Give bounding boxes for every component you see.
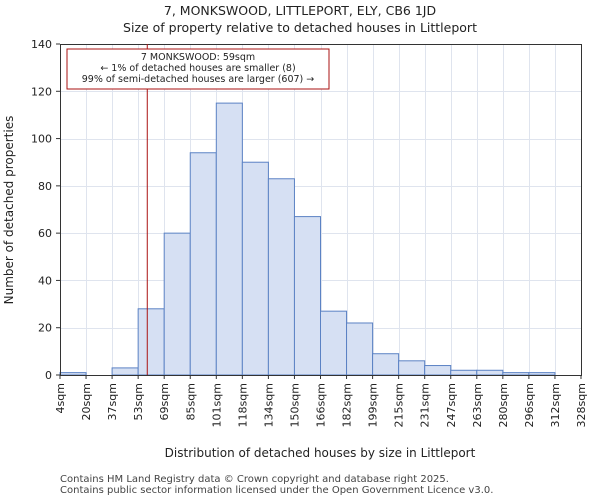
histogram-bar (502, 372, 530, 376)
histogram-bar (528, 372, 556, 376)
x-tick-label: 312sqm (549, 383, 562, 427)
histogram-bar (450, 369, 478, 376)
x-tick-label: 134sqm (262, 383, 275, 427)
y-tick-label: 0 (45, 369, 52, 382)
bars-group (59, 102, 556, 376)
x-tick-label: 231sqm (419, 383, 432, 427)
x-tick-label: 215sqm (393, 383, 406, 427)
x-tick-label: 85sqm (184, 383, 197, 420)
chart-title-line2: Size of property relative to detached ho… (123, 20, 477, 35)
histogram-bar (215, 102, 243, 376)
x-tick-label: 37sqm (106, 383, 119, 420)
x-tick-label: 280sqm (497, 383, 510, 427)
x-tick-label: 150sqm (288, 383, 301, 427)
x-axis-label: Distribution of detached houses by size … (165, 446, 476, 460)
x-tick-label: 182sqm (341, 383, 354, 427)
histogram-bar (111, 367, 139, 376)
histogram-bar (267, 178, 295, 376)
histogram-bar (398, 360, 426, 376)
histogram-bar (241, 161, 269, 376)
annotation-text-line: 99% of semi-detached houses are larger (… (82, 74, 315, 85)
histogram-bar (320, 310, 348, 376)
y-tick-label: 40 (38, 274, 52, 287)
x-tick-label: 101sqm (210, 383, 223, 427)
x-axis-ticks: 4sqm 20sqm 37sqm 53sqm 69sqm 85sqm 101sqm 118sq… (54, 375, 588, 427)
property-marker: 7 MONKSWOOD: 59sqm← 1% of detached house… (66, 44, 330, 375)
y-tick-label: 60 (38, 227, 52, 240)
x-tick-label: 296sqm (523, 383, 536, 427)
y-tick-label: 120 (31, 85, 52, 98)
histogram-bar (137, 308, 165, 376)
annotation-box (66, 48, 330, 90)
chart-title-line1: 7, MONKSWOOD, LITTLEPORT, ELY, CB6 1JD (164, 3, 436, 18)
x-tick-label: 20sqm (80, 383, 93, 420)
footer-line2: Contains public sector information licen… (60, 485, 494, 496)
y-tick-label: 80 (38, 180, 52, 193)
x-tick-label: 247sqm (445, 383, 458, 427)
y-tick-label: 20 (38, 322, 52, 335)
histogram-bar (189, 152, 217, 376)
x-tick-label: 328sqm (575, 383, 588, 427)
footer-line1: Contains HM Land Registry data © Crown c… (60, 474, 449, 485)
histogram-bar (59, 372, 87, 376)
histogram-bar (346, 322, 374, 376)
annotation-text-line: ← 1% of detached houses are smaller (8) (100, 63, 295, 74)
y-axis-ticks: 0 20 40 60 80 100 120 140 (31, 38, 60, 382)
x-tick-label: 199sqm (367, 383, 380, 427)
histogram-bar (424, 365, 452, 376)
histogram-bar (476, 369, 504, 376)
annotation-text-line: 7 MONKSWOOD: 59sqm (141, 52, 255, 63)
histogram-bar (293, 216, 322, 376)
histogram-bar (372, 353, 400, 376)
x-tick-label: 69sqm (158, 383, 171, 420)
y-tick-label: 100 (31, 133, 52, 146)
y-axis-label: Number of detached properties (2, 116, 16, 305)
x-tick-label: 118sqm (236, 383, 249, 427)
histogram-bar (163, 232, 191, 376)
x-tick-label: 53sqm (132, 383, 145, 420)
y-tick-label: 140 (31, 38, 52, 51)
x-tick-label: 166sqm (315, 383, 328, 427)
x-tick-label: 4sqm (54, 383, 67, 413)
x-tick-label: 263sqm (471, 383, 484, 427)
